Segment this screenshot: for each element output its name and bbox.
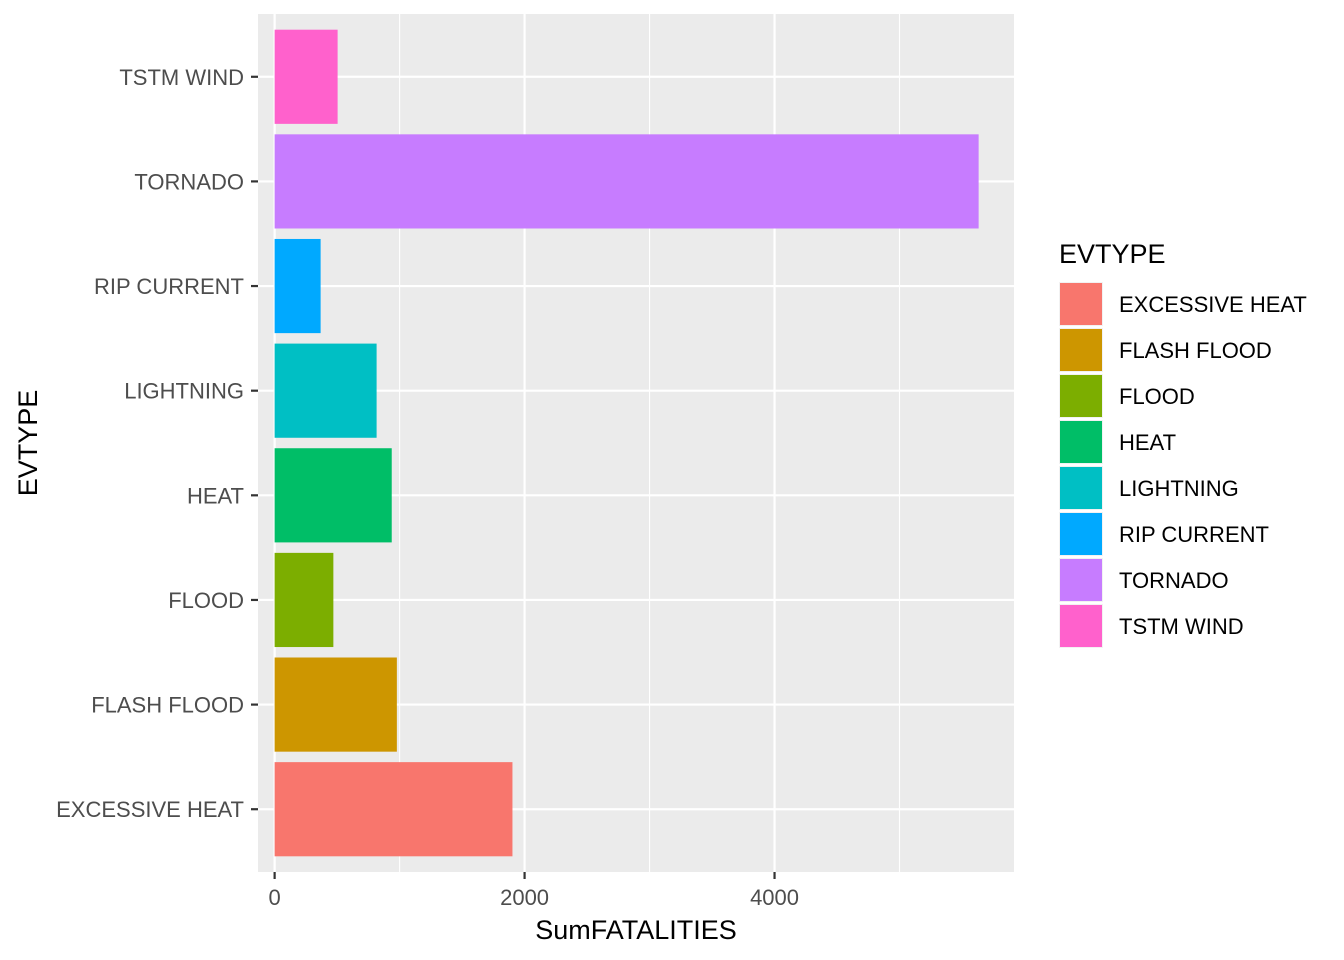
legend-swatch [1060, 559, 1102, 601]
bar-lightning [274, 343, 377, 438]
legend-swatch [1060, 467, 1102, 509]
x-tick-label: 2000 [500, 885, 549, 910]
x-axis: 0 2000 4000 [268, 872, 799, 910]
legend-swatch [1060, 421, 1102, 463]
legend-label: FLASH FLOOD [1119, 338, 1272, 363]
bar-excessive-heat [274, 762, 513, 857]
y-tick-label: RIP CURRENT [94, 274, 244, 299]
legend-title: EVTYPE [1059, 239, 1166, 269]
y-axis-title: EVTYPE [13, 390, 43, 497]
legend-label: HEAT [1119, 430, 1176, 455]
legend-label: RIP CURRENT [1119, 522, 1269, 547]
legend-swatch [1060, 329, 1102, 371]
bar-heat [274, 448, 392, 543]
legend-swatch [1060, 283, 1102, 325]
legend-swatch [1060, 605, 1102, 647]
legend-label: LIGHTNING [1119, 476, 1239, 501]
y-tick-label: FLASH FLOOD [91, 693, 244, 718]
legend-label: TORNADO [1119, 568, 1229, 593]
y-tick-label: FLOOD [168, 588, 244, 613]
x-axis-title: SumFATALITIES [535, 915, 737, 945]
y-tick-label: TSTM WIND [119, 65, 244, 90]
legend-swatch [1060, 513, 1102, 555]
legend: EVTYPE EXCESSIVE HEAT FLASH FLOOD FLOOD HEA… [1059, 239, 1307, 648]
bar-rip-current [274, 238, 321, 334]
y-tick-label: LIGHTNING [124, 379, 244, 404]
bar-tstm-wind [274, 29, 338, 124]
y-axis: EXCESSIVE HEAT FLASH FLOOD FLOOD HEAT LIGHTN… [56, 65, 258, 822]
legend-swatch [1060, 375, 1102, 417]
y-tick-label: TORNADO [134, 169, 244, 194]
x-tick-label: 4000 [750, 885, 799, 910]
bar-flash-flood [274, 657, 397, 752]
x-tick-label: 0 [268, 885, 280, 910]
bars [274, 29, 979, 857]
y-tick-label: EXCESSIVE HEAT [56, 797, 244, 822]
legend-label: EXCESSIVE HEAT [1119, 292, 1307, 317]
legend-label: FLOOD [1119, 384, 1195, 409]
legend-label: TSTM WIND [1119, 614, 1244, 639]
y-tick-label: HEAT [187, 483, 244, 508]
bar-tornado [274, 134, 979, 229]
bar-flood [274, 552, 334, 648]
